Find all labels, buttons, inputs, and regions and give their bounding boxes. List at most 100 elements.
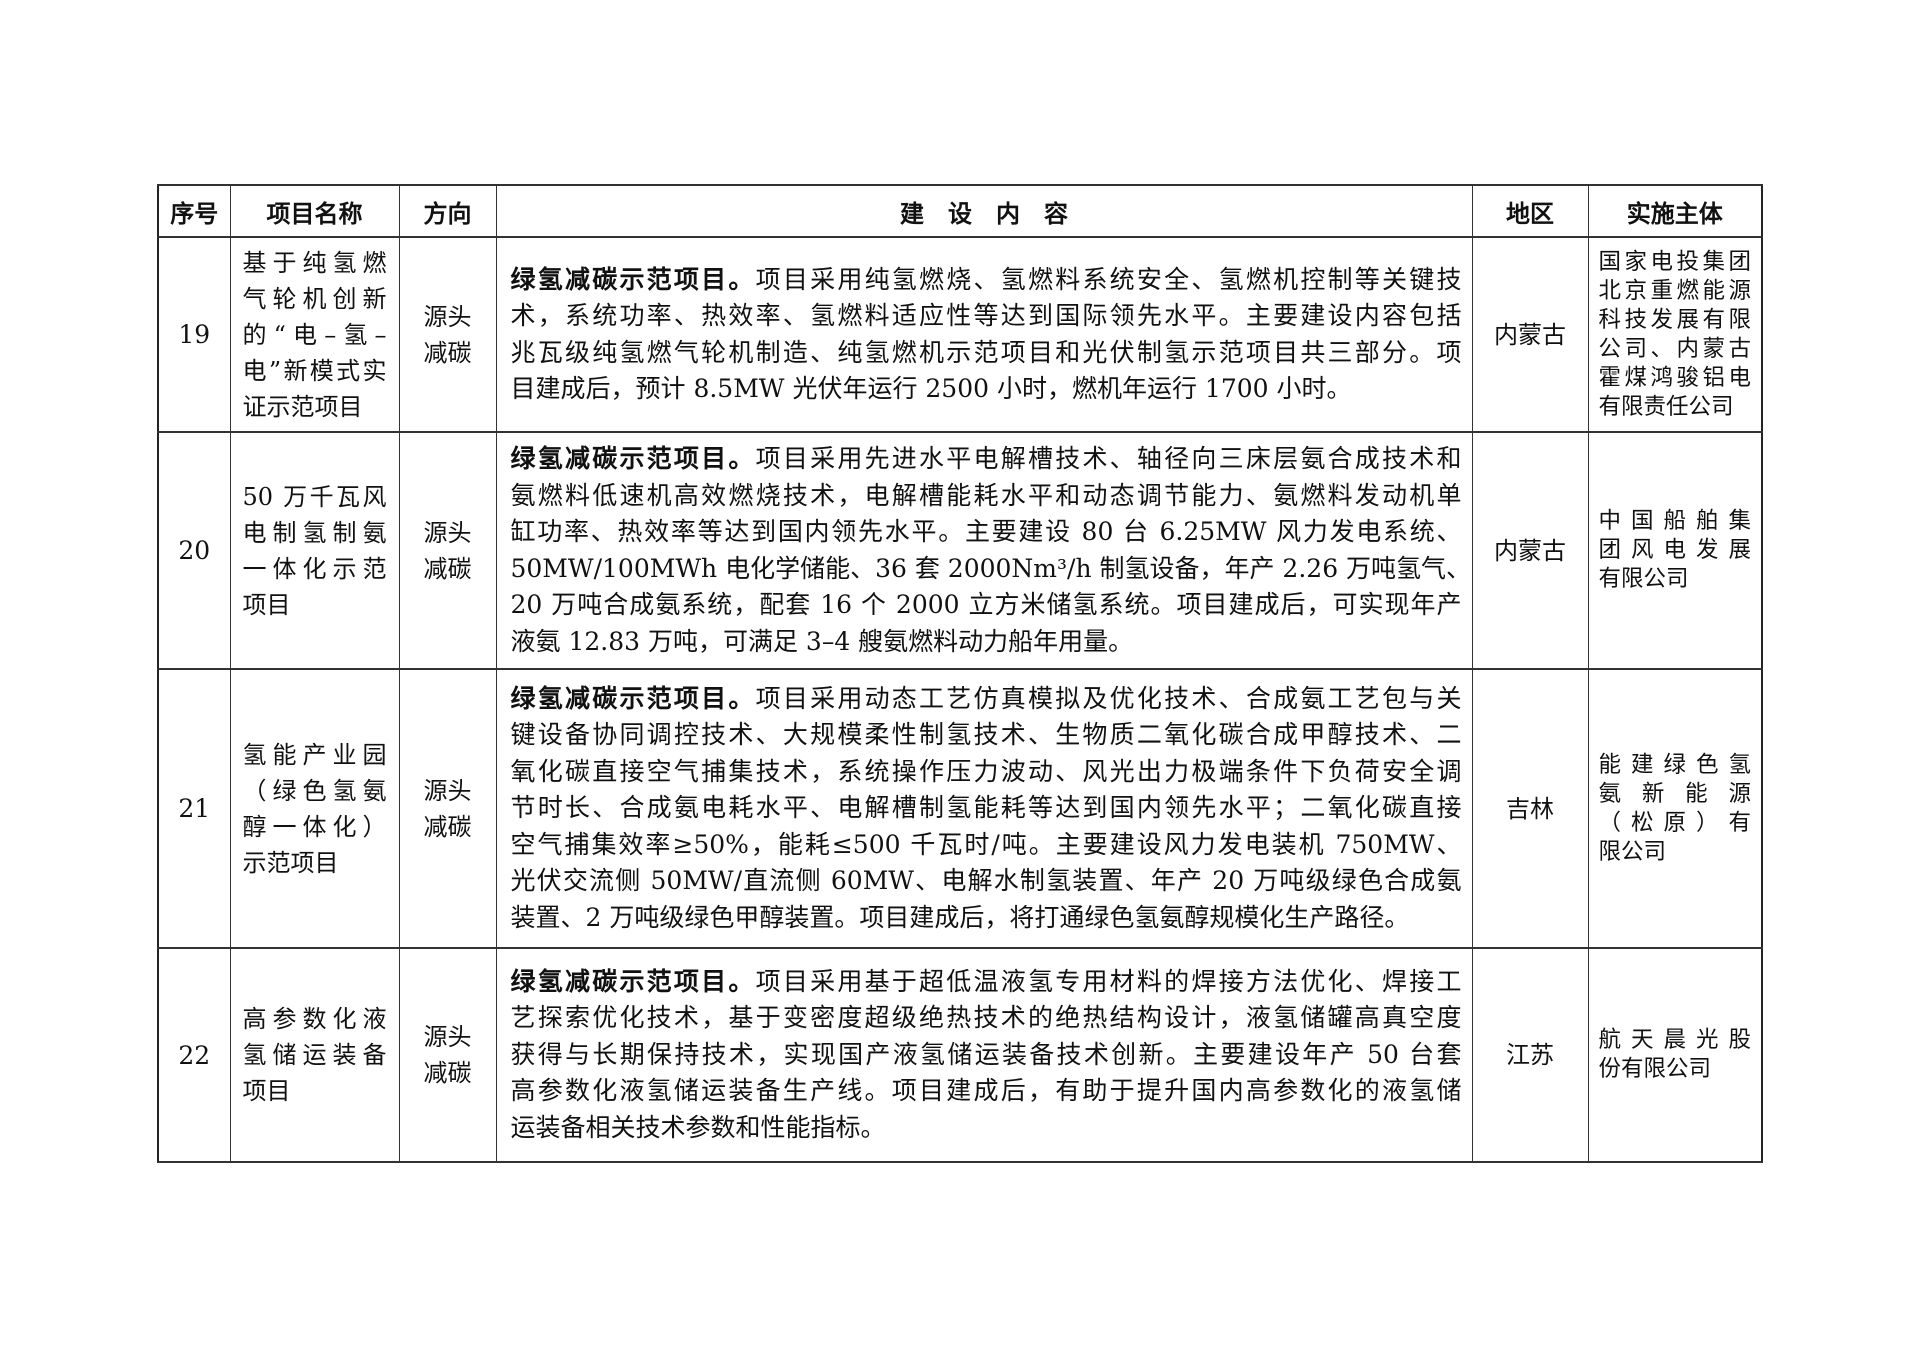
header-name: 项目名称 <box>229 184 400 238</box>
cell-content: 绿氢减碳示范项目。项目采用基于超低温液氢专用材料的焊接方法优化、焊接工 艺探索优化… <box>495 947 1473 1163</box>
content-line: 获得与长期保持技术，实现国产液氢储运装备技术创新。主要建设年产 50 台套 <box>511 1037 1462 1074</box>
direction-line: 源头 <box>423 776 472 805</box>
content-lead: 绿氢减碳示范项目。 <box>510 966 756 996</box>
name-line: 50 万千瓦风 <box>242 482 387 511</box>
content-line: 高参数化液氢储运装备生产线。项目建成后，有助于提升国内高参数化的液氢储 <box>511 1073 1462 1110</box>
direction-line: 源头 <box>423 1023 472 1051</box>
content-text: 项目采用基于超低温液氢专用材料的焊接方法优化、焊接工 <box>755 966 1462 996</box>
content-text: 项目采用动态工艺仿真模拟及优化技术、合成氨工艺包与关 <box>755 683 1462 713</box>
name-line: 项目 <box>242 590 291 619</box>
cell-entity: 国家电投集团 北京重燃能源 科技发展有限 公司、内蒙古 霍煤鸿骏铝电 有限责任公司 <box>1587 236 1763 433</box>
entity-line: 北京重燃能源 <box>1598 277 1752 304</box>
name-line: 项目 <box>242 1077 291 1105</box>
cell-entity: 航天晨光股份有限公司 <box>1587 947 1763 1163</box>
content-lead: 绿氢减碳示范项目。 <box>510 444 756 473</box>
content-line: 绿氢减碳示范项目。项目采用基于超低温液氢专用材料的焊接方法优化、焊接工 <box>511 964 1462 1001</box>
entity-line: 有限责任公司 <box>1598 393 1734 420</box>
cell-direction: 源头 减碳 <box>398 431 497 670</box>
content-text: 运装备相关技术参数和性能指标。 <box>510 1112 886 1142</box>
content-text: 节时长、合成氨电耗水平、电解槽制氢能耗等达到国内领先水平；二氧化碳直接 <box>510 793 1462 823</box>
entity-line: 国家电投集团 <box>1598 248 1752 275</box>
cell-content: 绿氢减碳示范项目。项目采用动态工艺仿真模拟及优化技术、合成氨工艺包与关 键设备协同… <box>495 668 1473 949</box>
content-line: 目建成后，预计 8.5MW 光伏年运行 2500 小时，燃机年运行 1700 小… <box>511 371 1462 408</box>
cell-seq: 19 <box>157 236 231 433</box>
cell-seq: 22 <box>157 947 231 1163</box>
content-lead: 绿氢减碳示范项目。 <box>510 264 756 294</box>
content-text: 20 万吨合成氨系统，配套 16 个 2000 立方米储氢系统。项目建成后，可实… <box>510 590 1462 619</box>
name-line: （绿色氢氨 <box>242 776 387 805</box>
content-line: 氧化碳直接空气捕集技术，系统操作压力波动、风光出力极端条件下负荷安全调 <box>511 754 1462 791</box>
content-text: 艺探索优化技术，基于变密度超级绝热技术的绝热结构设计，液氢储罐高真空度 <box>510 1003 1462 1033</box>
cell-region: 江苏 <box>1471 947 1589 1163</box>
name-line: 基于纯氢燃 <box>242 248 387 277</box>
cell-name: 高参数化液氢储运装备项目 <box>229 947 400 1163</box>
direction-line: 源头 <box>423 518 472 547</box>
content-text: 键设备协同调控技术、大规模柔性制氢技术、生物质二氧化碳合成甲醇技术、二 <box>510 720 1462 750</box>
content-text: 液氨 12.83 万吨，可满足 3–4 艘氨燃料动力船年用量。 <box>510 626 1134 656</box>
direction-line: 减碳 <box>423 554 472 583</box>
content-line: 节时长、合成氨电耗水平、电解槽制氢能耗等达到国内领先水平；二氧化碳直接 <box>511 790 1462 827</box>
content-text: 项目采用先进水平电解槽技术、轴径向三床层氨合成技术和 <box>755 444 1462 473</box>
name-line: 证示范项目 <box>242 392 363 421</box>
entity-line: 公司、内蒙古 <box>1598 335 1752 362</box>
content-text: 术，系统功率、热效率、氢燃料适应性等达到国际领先水平。主要建设内容包括 <box>510 301 1462 330</box>
entity-line: 氨新能源 <box>1598 780 1752 807</box>
content-line: 绿氢减碳示范项目。项目采用动态工艺仿真模拟及优化技术、合成氨工艺包与关 <box>511 681 1462 718</box>
direction-line: 减碳 <box>423 1059 472 1087</box>
content-lead: 绿氢减碳示范项目。 <box>510 683 756 713</box>
content-text: 项目采用纯氢燃烧、氢燃料系统安全、氢燃机控制等关键技 <box>755 264 1462 294</box>
content-text: 目建成后，预计 8.5MW 光伏年运行 2500 小时，燃机年运行 1700 小… <box>510 374 1352 403</box>
entity-line: （松原）有 <box>1598 809 1752 836</box>
content-line: 艺探索优化技术，基于变密度超级绝热技术的绝热结构设计，液氢储罐高真空度 <box>511 1000 1462 1037</box>
cell-region: 内蒙古 <box>1471 431 1589 670</box>
name-line: 氢储运装备 <box>242 1041 387 1069</box>
cell-name: 基于纯氢燃 气轮机创新 的“电–氢– 电”新模式实 证示范项目 <box>229 236 400 433</box>
content-text: 50MW/100MWh 电化学储能、36 套 2000Nm³/h 制氢设备，年产… <box>510 553 1472 583</box>
header-content: 建 设 内 容 <box>495 184 1473 238</box>
entity-line: 份有限公司 <box>1598 1056 1712 1082</box>
content-text: 空气捕集效率≥50%，能耗≤500 千瓦时/吨。主要建设风力发电装机 750MW… <box>510 829 1462 859</box>
content-line: 绿氢减碳示范项目。项目采用先进水平电解槽技术、轴径向三床层氨合成技术和 <box>511 441 1462 478</box>
table-row: 19 基于纯氢燃 气轮机创新 的“电–氢– 电”新模式实 证示范项目 源头 减碳 绿氢减碳示范项… <box>157 236 1763 433</box>
cell-direction: 源头 减碳 <box>398 236 497 433</box>
content-line: 空气捕集效率≥50%，能耗≤500 千瓦时/吨。主要建设风力发电装机 750MW… <box>511 827 1462 864</box>
content-text: 装置、2 万吨级绿色甲醇装置。项目建成后，将打通绿色氢氨醇规模化生产路径。 <box>510 902 1410 932</box>
direction-line: 减碳 <box>423 338 472 367</box>
content-line: 50MW/100MWh 电化学储能、36 套 2000Nm³/h 制氢设备，年产… <box>511 551 1472 588</box>
direction-line: 减碳 <box>423 812 472 841</box>
content-text: 氧化碳直接空气捕集技术，系统操作压力波动、风光出力极端条件下负荷安全调 <box>510 756 1462 786</box>
content-line: 术，系统功率、热效率、氢燃料适应性等达到国际领先水平。主要建设内容包括 <box>511 298 1462 335</box>
entity-line: 限公司 <box>1598 838 1667 865</box>
content-text: 兆瓦级纯氢燃气轮机制造、纯氢燃机示范项目和光伏制氢示范项目共三部分。项 <box>510 337 1462 367</box>
content-line: 绿氢减碳示范项目。项目采用纯氢燃烧、氢燃料系统安全、氢燃机控制等关键技 <box>511 262 1462 299</box>
entity-line: 科技发展有限 <box>1598 306 1752 333</box>
content-line: 键设备协同调控技术、大规模柔性制氢技术、生物质二氧化碳合成甲醇技术、二 <box>511 717 1462 754</box>
cell-seq: 20 <box>157 431 231 670</box>
header-seq: 序号 <box>157 184 231 238</box>
content-line: 氨燃料低速机高效燃烧技术，电解槽能耗水平和动态调节能力、氨燃料发动机单 <box>511 478 1462 515</box>
name-line: 醇一体化） <box>242 812 387 841</box>
entity-line: 能建绿色氢 <box>1598 751 1752 778</box>
direction-line: 源头 <box>423 302 472 331</box>
name-line: 示范项目 <box>242 848 339 877</box>
content-line: 装置、2 万吨级绿色甲醇装置。项目建成后，将打通绿色氢氨醇规模化生产路径。 <box>511 900 1462 937</box>
cell-content: 绿氢减碳示范项目。项目采用先进水平电解槽技术、轴径向三床层氨合成技术和 氨燃料低速… <box>495 431 1473 670</box>
content-line: 光伏交流侧 50MW/直流侧 60MW、电解水制氢装置、年产 20 万吨级绿色合… <box>511 863 1462 900</box>
cell-region: 吉林 <box>1471 668 1589 949</box>
cell-name: 氢能产业园 （绿色氢氨 醇一体化） 示范项目 <box>229 668 400 949</box>
entity-line: 团风电发展 <box>1598 537 1752 563</box>
content-text: 高参数化液氢储运装备生产线。项目建成后，有助于提升国内高参数化的液氢储 <box>510 1076 1462 1106</box>
cell-entity: 中国船舶集 团风电发展 有限公司 <box>1587 431 1763 670</box>
name-line: 的“电–氢– <box>242 320 387 349</box>
cell-content: 绿氢减碳示范项目。项目采用纯氢燃烧、氢燃料系统安全、氢燃机控制等关键技 术，系统功… <box>495 236 1473 433</box>
content-text: 氨燃料低速机高效燃烧技术，电解槽能耗水平和动态调节能力、氨燃料发动机单 <box>510 480 1462 510</box>
entity-line: 航天晨光股 <box>1598 1027 1752 1053</box>
table-header-row: 序号 项目名称 方向 建 设 内 容 地区 实施主体 <box>157 184 1763 238</box>
cell-name: 50 万千瓦风 电制氢制氨 一体化示范 项目 <box>229 431 400 670</box>
name-line: 电制氢制氨 <box>242 518 387 547</box>
entity-line: 有限公司 <box>1598 566 1689 592</box>
header-entity: 实施主体 <box>1587 184 1763 238</box>
content-line: 缸功率、热效率等达到国内领先水平。主要建设 80 台 6.25MW 风力发电系统… <box>511 514 1462 551</box>
name-line: 高参数化液 <box>242 1005 387 1033</box>
name-line: 电”新模式实 <box>242 356 387 385</box>
